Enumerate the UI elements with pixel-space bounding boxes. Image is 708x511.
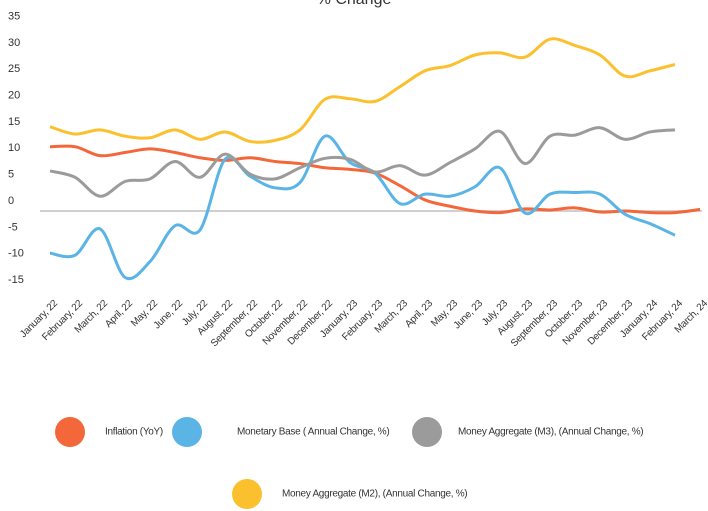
y-tick-label: 0	[8, 195, 14, 207]
chart-title: % Change	[317, 0, 392, 8]
series-line	[49, 134, 676, 281]
y-tick-label: 15	[8, 116, 20, 128]
y-tick-label: 25	[8, 63, 20, 75]
legend-label: Inflation (YoY)	[105, 427, 163, 438]
series-line	[49, 126, 676, 198]
legend-label: Monetary Base ( Annual Change, %)	[237, 427, 389, 438]
y-tick-label: 20	[8, 90, 20, 102]
y-tick-label: 30	[8, 37, 20, 49]
y-tick-label: 5	[8, 169, 14, 181]
series-line	[49, 37, 676, 144]
legend-swatch	[232, 479, 262, 509]
y-tick-label: -15	[8, 274, 24, 286]
y-tick-label: -5	[8, 221, 18, 233]
legend-label: Money Aggregate (M3), (Annual Change, %)	[458, 427, 643, 438]
y-tick-label: 35	[8, 10, 20, 22]
x-tick-label: April, 23	[403, 298, 435, 330]
y-tick-label: 10	[8, 142, 20, 154]
legend-swatch	[172, 417, 202, 447]
legend-label: Money Aggregate (M2), (Annual Change, %)	[282, 489, 467, 500]
x-tick-label: June, 22	[152, 298, 186, 332]
x-tick-label: April, 22	[103, 298, 135, 330]
legend-swatch	[412, 417, 442, 447]
x-tick-label: June, 23	[452, 298, 486, 332]
y-tick-label: -10	[8, 248, 24, 260]
legend-swatch	[55, 417, 85, 447]
